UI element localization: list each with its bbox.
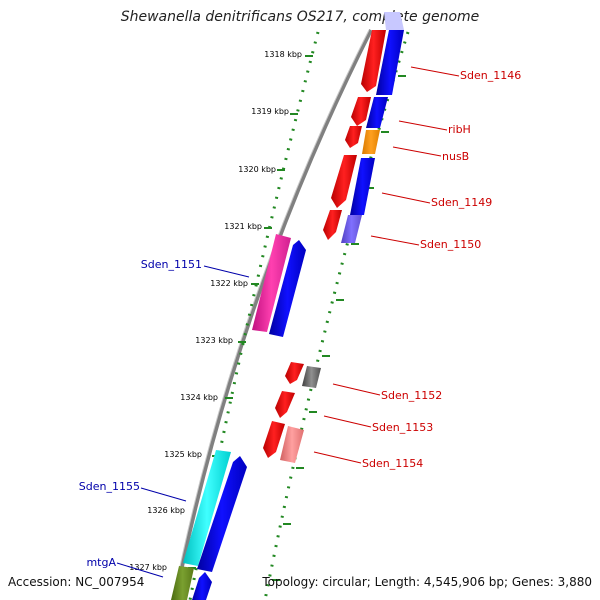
- gene-mtga-olive[interactable]: [171, 566, 194, 600]
- tick-label: 1324 kbp: [180, 393, 218, 402]
- tick-label: 1322 kbp: [210, 279, 248, 288]
- gene-ribh-arrow[interactable]: [351, 97, 371, 126]
- gene-label[interactable]: nusB: [442, 150, 469, 163]
- gene-sden-1151-magenta[interactable]: [252, 234, 291, 332]
- gene-sden-1146-top[interactable]: [384, 12, 404, 30]
- gene-nusb-cds[interactable]: [362, 130, 380, 154]
- leader-sden-1151: [203, 265, 250, 278]
- gene-label[interactable]: Sden_1153: [372, 421, 433, 434]
- gene-label[interactable]: ribH: [448, 123, 471, 136]
- gene-mtga-arrow[interactable]: [192, 572, 212, 600]
- gene-label[interactable]: Sden_1150: [420, 238, 481, 251]
- gene-sden-1150-cds[interactable]: [341, 215, 362, 243]
- tick-label: 1318 kbp: [264, 50, 302, 59]
- gene-ribh-cds[interactable]: [366, 97, 388, 128]
- gene-label[interactable]: Sden_1149: [431, 196, 492, 209]
- gene-sden-1155-cyan[interactable]: [183, 450, 231, 566]
- gene-sden-1151-arrow[interactable]: [269, 240, 306, 337]
- leader-sden-1155: [140, 487, 187, 502]
- gene-label[interactable]: Sden_1151: [141, 258, 202, 271]
- leader-ribh: [398, 120, 448, 131]
- leader-sden-1153: [323, 415, 372, 428]
- leader-sden-1152: [332, 383, 381, 396]
- gene-sden-1149-arrow[interactable]: [331, 155, 357, 208]
- tick-label: 1323 kbp: [195, 336, 233, 345]
- tick-label: 1320 kbp: [238, 165, 276, 174]
- gene-sden-1154-arrow[interactable]: [263, 421, 285, 458]
- gene-sden-1150-arrow[interactable]: [323, 210, 342, 240]
- gene-sden-1146-cds[interactable]: [376, 30, 404, 95]
- gene-label[interactable]: Sden_1155: [79, 480, 140, 493]
- leader-sden-1149: [381, 192, 431, 204]
- leader-sden-1146: [410, 66, 460, 77]
- gene-sden-1149-cds[interactable]: [350, 158, 375, 215]
- gene-sden-1152-arrow[interactable]: [285, 362, 304, 384]
- gene-label-leaders: [116, 66, 460, 578]
- gene-label[interactable]: Sden_1154: [362, 457, 423, 470]
- genome-backbone: [173, 29, 373, 600]
- gene-label[interactable]: mtgA: [86, 556, 116, 569]
- leader-sden-1154: [313, 451, 362, 464]
- gene-features: [171, 12, 404, 600]
- gene-label[interactable]: Sden_1152: [381, 389, 442, 402]
- gene-sden-1146-arrow[interactable]: [361, 30, 386, 92]
- tick-label: 1319 kbp: [251, 107, 289, 116]
- tick-label: 1325 kbp: [164, 450, 202, 459]
- gene-labels: Sden_1146 ribH nusB Sden_1149 Sden_1150 …: [79, 69, 521, 569]
- gene-sden-1154-cds[interactable]: [280, 426, 304, 463]
- gene-label[interactable]: Sden_1146: [460, 69, 521, 82]
- gene-sden-1155-arrow[interactable]: [197, 456, 247, 572]
- leader-nusb: [392, 146, 442, 157]
- genome-backbone-highlight: [172, 29, 370, 600]
- gene-sden-1153-arrow[interactable]: [275, 391, 295, 418]
- inner-dotted-track: [263, 31, 410, 600]
- topology-label: Topology: circular; Length: 4,545,906 bp…: [262, 575, 592, 589]
- accession-label: Accession: NC_007954: [8, 575, 145, 589]
- scale-ticks: 1318 kbp 1319 kbp 1320 kbp 1321 kbp 1322…: [129, 50, 313, 572]
- tick-label: 1321 kbp: [224, 222, 262, 231]
- leader-mtga: [116, 562, 164, 578]
- gene-nusb-arrow[interactable]: [345, 126, 362, 148]
- tick-label: 1326 kbp: [147, 506, 185, 515]
- leader-sden-1150: [370, 235, 420, 246]
- inner-track-ticks: [272, 75, 406, 581]
- gene-sden-1152-cds[interactable]: [302, 366, 321, 388]
- tick-label: 1327 kbp: [129, 563, 167, 572]
